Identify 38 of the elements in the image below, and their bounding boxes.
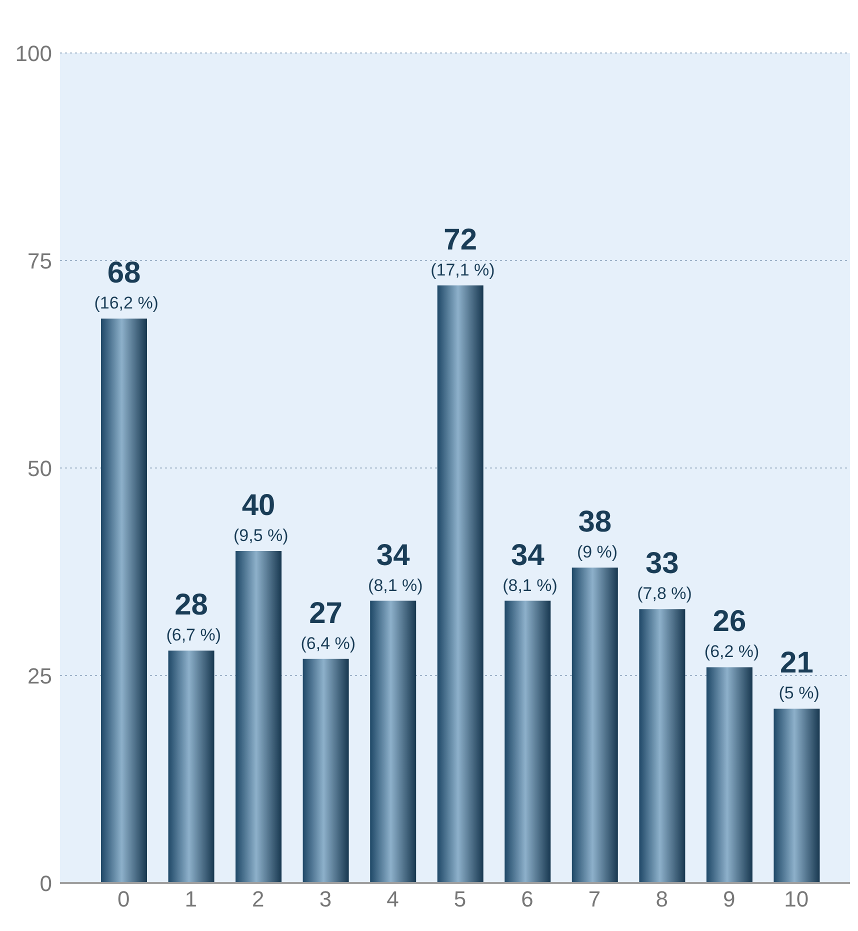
bar — [437, 285, 484, 883]
x-tick-label: 4 — [386, 886, 399, 912]
y-tick-label: 0 — [40, 870, 52, 896]
bar — [370, 600, 416, 883]
bar — [168, 650, 214, 883]
bar — [706, 667, 752, 883]
bar — [774, 708, 820, 883]
data-label: 28 (6,7 %) — [162, 588, 222, 645]
bar — [639, 609, 686, 883]
x-tick-label: 6 — [521, 886, 534, 912]
data-label: 34 (8,1 %) — [498, 538, 558, 595]
y-tick-label: 100 — [15, 40, 52, 66]
data-label: 34 (8,1 %) — [363, 538, 423, 595]
y-tick-label: 50 — [28, 456, 52, 481]
data-label: 21 (5 %) — [774, 646, 820, 703]
x-tick-label: 8 — [656, 886, 668, 912]
data-label: 27 (6,4 %) — [296, 596, 356, 653]
x-tick-label: 1 — [184, 886, 198, 912]
bar — [236, 551, 282, 883]
data-label: 38 (9 %) — [572, 506, 618, 562]
data-label: 68 (16,2 %) — [90, 256, 158, 313]
data-label: 72 (17,1 %) — [426, 223, 495, 280]
x-tick-label: 9 — [722, 886, 736, 912]
x-tick-label: 5 — [454, 886, 466, 912]
x-tick-label: 2 — [252, 886, 264, 912]
bar — [302, 658, 349, 883]
bar — [572, 568, 618, 883]
bar — [101, 318, 147, 883]
x-tick-label: 7 — [588, 886, 601, 912]
y-tick-label: 25 — [28, 663, 52, 688]
y-tick-label: 75 — [28, 248, 52, 274]
x-tick-label: 3 — [319, 886, 332, 912]
x-tick-label: 10 — [784, 886, 809, 912]
bar — [504, 600, 551, 883]
x-tick-label: 0 — [118, 886, 130, 912]
data-label: 33 (7,8 %) — [632, 547, 692, 604]
data-label: 26 (6,2 %) — [700, 605, 760, 662]
data-label: 40 (9,5 %) — [228, 489, 288, 545]
